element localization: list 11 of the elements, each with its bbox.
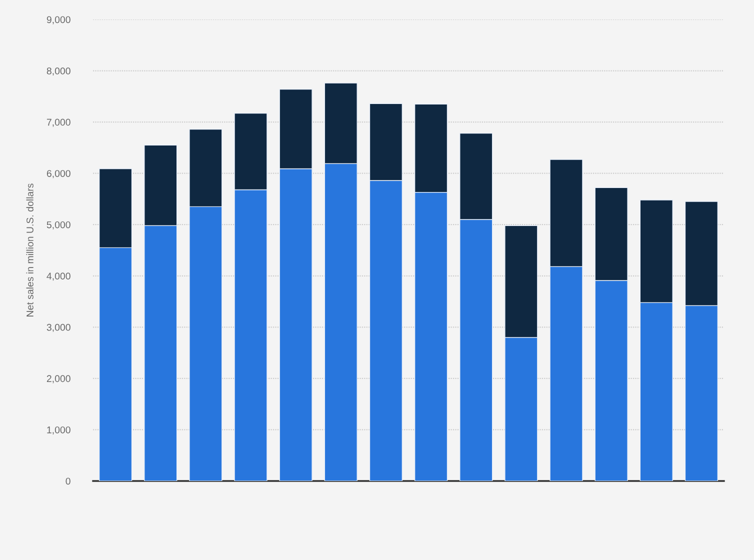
y-tick-label: 9,000 [46, 16, 70, 24]
y-tick-label: 8,000 [46, 68, 70, 76]
y-tick-label: 2,000 [46, 375, 70, 384]
y-tick-label: 1,000 [47, 426, 70, 434]
y-tick-label: 0 [66, 478, 70, 485]
y-tick-label: 3,000 [46, 324, 70, 332]
y-tick-label: 5,000 [46, 221, 70, 230]
y-tick-label: 4,000 [46, 272, 70, 281]
y-tick-label: 6,000 [46, 170, 70, 178]
y-axis-title: Net sales in million U.S. dollars [26, 184, 34, 316]
y-tick-label: 7,000 [46, 118, 70, 127]
